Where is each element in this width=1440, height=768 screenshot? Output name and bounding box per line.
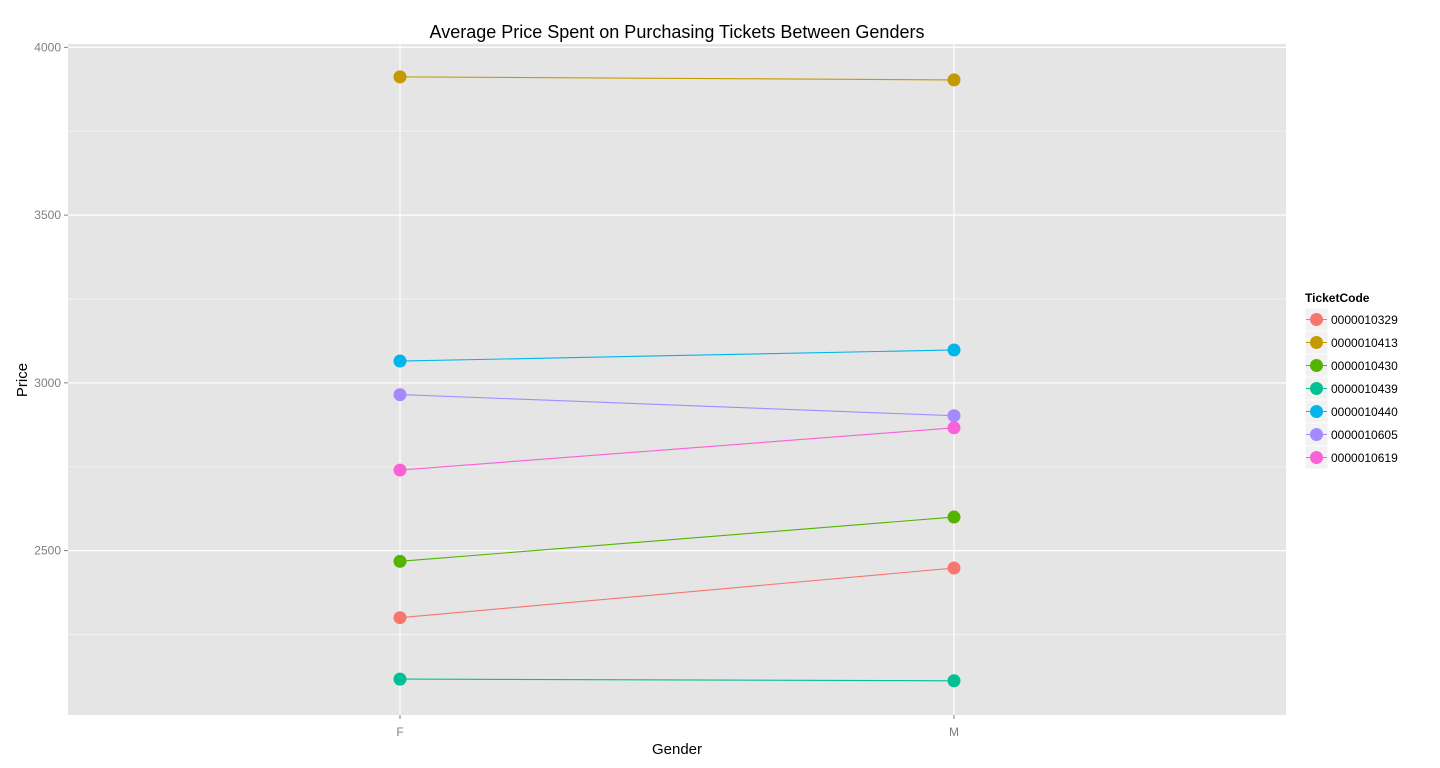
legend-item: 0000010329 <box>1304 307 1398 332</box>
data-point <box>393 672 407 686</box>
chart-title: Average Price Spent on Purchasing Ticket… <box>430 22 925 42</box>
series-line <box>399 394 955 417</box>
series-line <box>399 76 955 81</box>
legend: TicketCode 0000010329 0000010413 000001043… <box>1304 291 1398 470</box>
legend-label: 0000010439 <box>1331 382 1398 396</box>
legend-title: TicketCode <box>1305 291 1370 305</box>
series-line <box>399 567 955 619</box>
legend-label: 0000010430 <box>1331 359 1398 373</box>
series-0000010439 <box>393 672 961 688</box>
legend-item: 0000010439 <box>1304 376 1398 401</box>
legend-item: 0000010605 <box>1304 422 1398 447</box>
data-point <box>947 343 961 357</box>
y-axis: 2500 3000 3500 4000 <box>34 40 68 558</box>
legend-key-point <box>1310 382 1323 395</box>
legend-key-point <box>1310 336 1323 349</box>
legend-key-point <box>1310 428 1323 441</box>
legend-label: 0000010619 <box>1331 451 1398 465</box>
series-layer <box>393 70 961 688</box>
legend-label: 0000010605 <box>1331 428 1398 442</box>
series-0000010440 <box>393 343 961 368</box>
data-point <box>947 561 961 575</box>
legend-key-point <box>1310 405 1323 418</box>
y-tick-label: 2500 <box>34 544 61 558</box>
y-tick-label: 4000 <box>34 40 61 54</box>
legend-label: 0000010413 <box>1331 336 1398 350</box>
plot-panel <box>68 44 1286 715</box>
data-point <box>947 674 961 688</box>
y-tick-label: 3500 <box>34 208 61 222</box>
y-tick-label: 3000 <box>34 376 61 390</box>
y-axis-title: Price <box>14 363 31 397</box>
legend-key-point <box>1310 359 1323 372</box>
data-point <box>393 463 407 477</box>
legend-key-point <box>1310 313 1323 326</box>
legend-key-point <box>1310 451 1323 464</box>
legend-item: 0000010430 <box>1304 353 1398 378</box>
series-line <box>399 349 955 362</box>
series-0000010430 <box>393 510 961 568</box>
x-tick-label: M <box>949 725 959 739</box>
series-line <box>399 427 955 471</box>
series-line <box>399 516 955 562</box>
data-point <box>393 611 407 625</box>
data-point <box>393 388 407 402</box>
minor-gridlines <box>68 130 1286 635</box>
data-point <box>393 554 407 568</box>
x-tick-label: F <box>396 725 403 739</box>
series-0000010605 <box>393 388 961 423</box>
legend-label: 0000010329 <box>1331 313 1398 327</box>
x-axis-title: Gender <box>652 741 702 758</box>
series-0000010413 <box>393 70 961 87</box>
legend-item: 0000010440 <box>1304 399 1398 424</box>
data-point <box>947 409 961 423</box>
legend-item: 0000010413 <box>1304 330 1398 355</box>
data-point <box>947 421 961 435</box>
data-point <box>947 73 961 87</box>
legend-label: 0000010440 <box>1331 405 1398 419</box>
data-point <box>393 354 407 368</box>
data-point <box>393 70 407 84</box>
legend-item: 0000010619 <box>1304 445 1398 470</box>
data-point <box>947 510 961 524</box>
major-gridlines <box>68 44 1286 715</box>
series-0000010329 <box>393 561 961 625</box>
series-0000010619 <box>393 421 961 477</box>
series-line <box>399 678 955 682</box>
